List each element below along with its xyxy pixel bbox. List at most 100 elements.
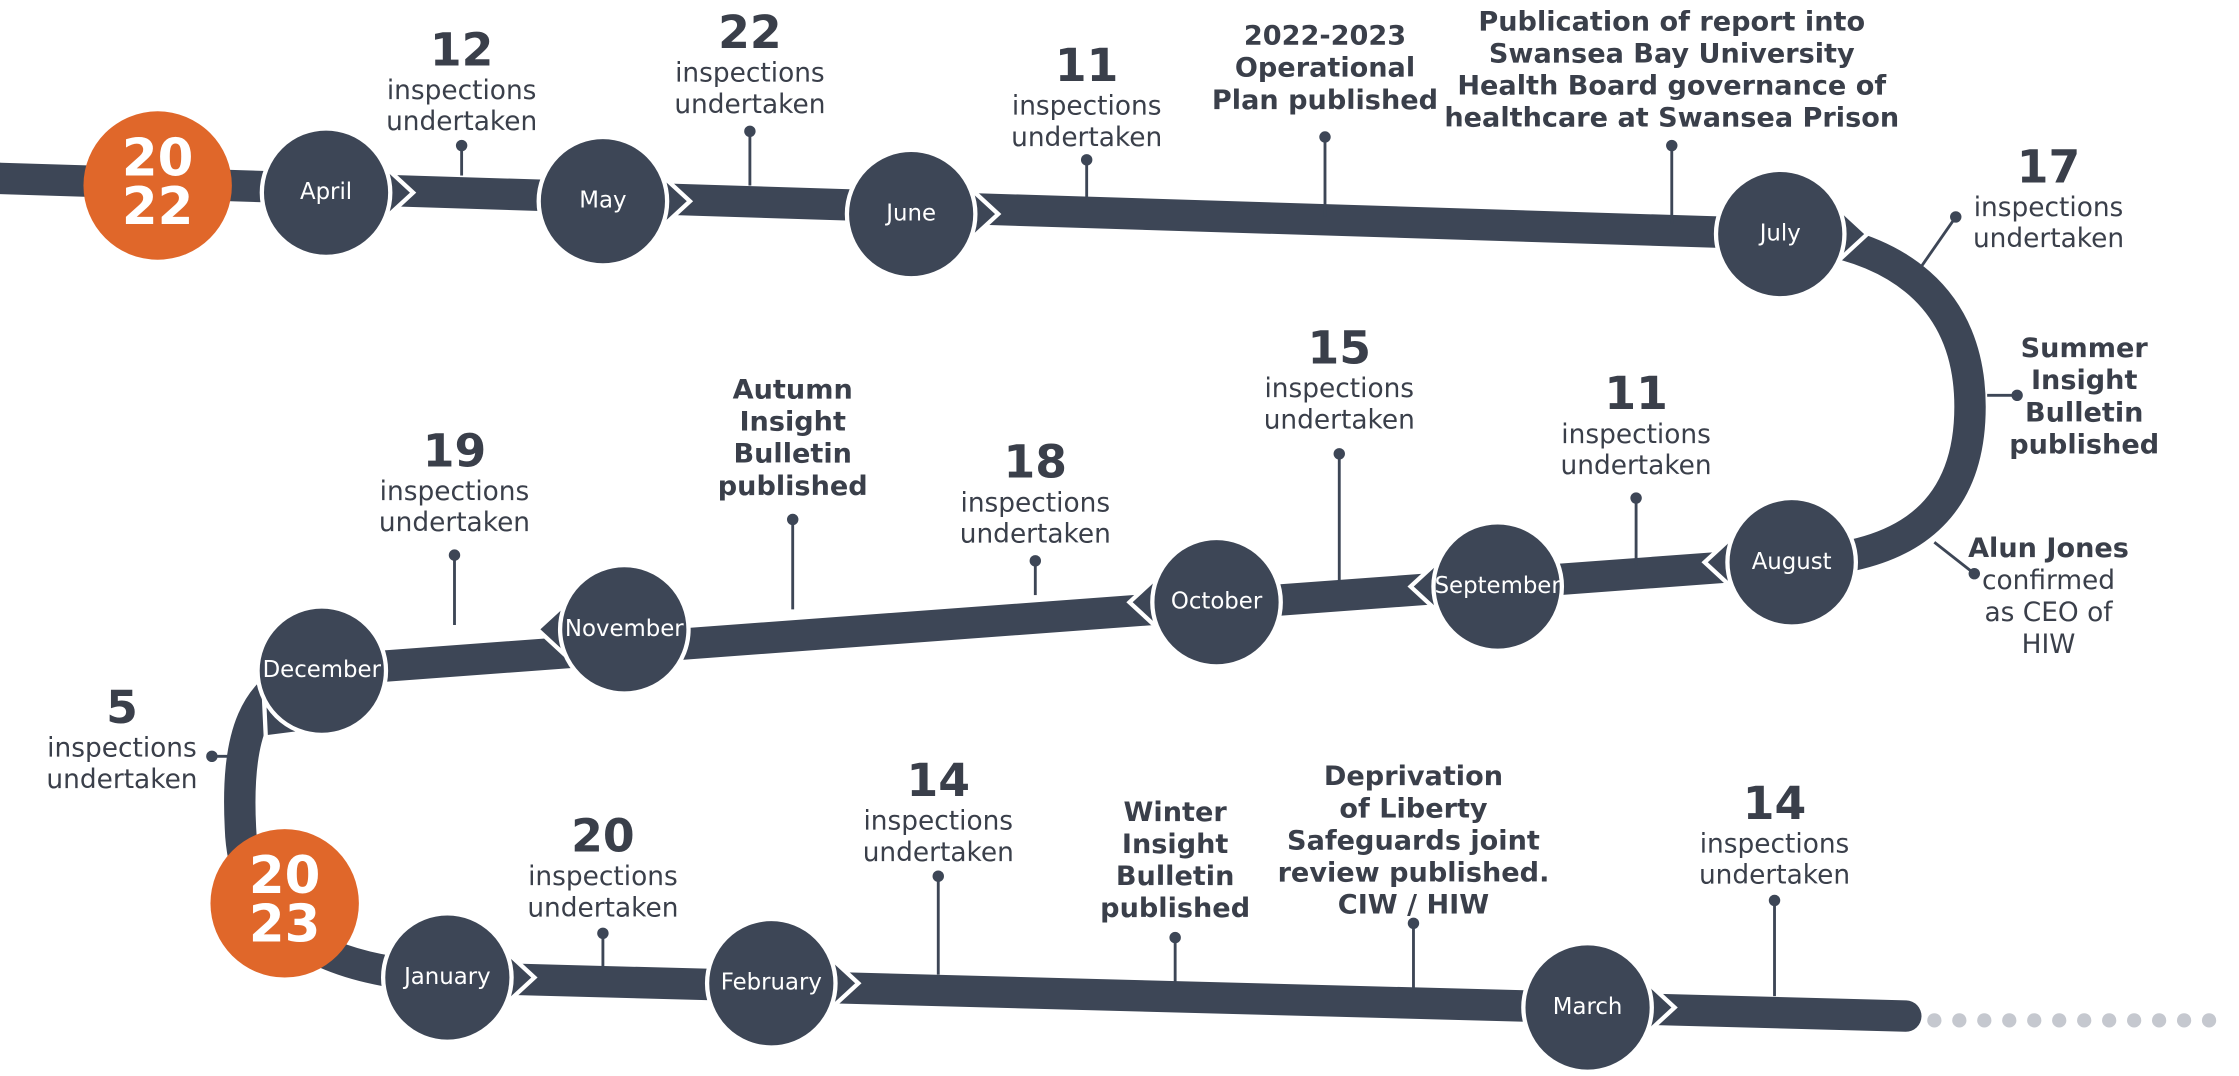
event-text: inspections <box>47 733 197 764</box>
event-text: Safeguards joint <box>1287 825 1540 856</box>
connector-dot <box>448 549 461 561</box>
event-text: undertaken <box>1973 223 2124 254</box>
month-label: August <box>1752 549 1832 575</box>
month-node <box>259 126 393 260</box>
event-count: 5 <box>106 681 138 734</box>
event-count: 14 <box>906 754 970 807</box>
event-text: confirmed <box>1982 565 2115 596</box>
month-node <box>1713 167 1847 301</box>
connector-dot <box>1169 931 1181 944</box>
trail-dot <box>2151 1013 2167 1028</box>
event-text: CIW / HIW <box>1338 890 1489 921</box>
event-text: Autumn <box>733 375 853 406</box>
month-node <box>704 916 838 1050</box>
event-text: Bulletin <box>733 439 851 470</box>
connector-dot <box>1319 131 1331 143</box>
connector-dot <box>1968 567 1981 580</box>
event-text: review published. <box>1278 858 1550 889</box>
event-text: inspections <box>387 75 537 106</box>
connector-dot <box>2011 389 2023 402</box>
event-count: 18 <box>1004 436 1068 489</box>
month-node <box>1725 495 1859 629</box>
event-text: Summer <box>2021 333 2149 364</box>
month-label: June <box>884 201 936 227</box>
month-node <box>557 562 691 696</box>
month-label: September <box>1435 573 1562 599</box>
event-count: 11 <box>1055 39 1119 92</box>
event-text: Alun Jones <box>1968 533 2129 564</box>
event-text: Publication of report into <box>1478 6 1865 37</box>
event-text: Deprivation <box>1324 761 1503 792</box>
month-node <box>1150 535 1283 669</box>
connector-dot <box>932 870 944 882</box>
event-text: of Liberty <box>1339 793 1488 824</box>
connector-dot <box>786 513 799 526</box>
trail-dot <box>2201 1013 2217 1028</box>
event-text: undertaken <box>46 764 197 795</box>
event-text: undertaken <box>386 106 537 137</box>
year-label: 20 <box>122 128 193 188</box>
year-label: 22 <box>122 177 193 237</box>
connector-dot <box>206 750 218 763</box>
event-text: Operational <box>1235 53 1415 84</box>
connector-dot <box>1666 139 1678 152</box>
event-count: 17 <box>2017 140 2081 193</box>
month-label: December <box>263 657 382 683</box>
event-text: published <box>2009 429 2159 460</box>
month-label: March <box>1553 994 1623 1020</box>
event-count: 22 <box>718 6 782 59</box>
event-count: 19 <box>423 424 487 477</box>
event-text: healthcare at Swansea Prison <box>1444 103 1899 134</box>
event-text: inspections <box>675 58 825 89</box>
connector-dot <box>1630 492 1642 504</box>
event-text: Plan published <box>1212 85 1438 116</box>
event-text: undertaken <box>379 507 530 538</box>
event-text: Insight <box>2031 365 2138 396</box>
event-text: inspections <box>1561 419 1711 450</box>
event-text: Health Board governance of <box>1457 71 1887 102</box>
connector-dot <box>744 125 756 137</box>
year-badge <box>83 111 232 260</box>
event-text: undertaken <box>1699 860 1850 891</box>
trail-dot <box>1952 1013 1967 1028</box>
event-text: inspections <box>1700 828 1850 859</box>
event-count: 12 <box>430 23 494 76</box>
event-text: published <box>718 471 868 502</box>
month-label: May <box>579 188 626 214</box>
trail-dot <box>1927 1013 1942 1028</box>
event-count: 14 <box>1743 777 1807 830</box>
event-text: 2022-2023 <box>1244 21 1406 52</box>
trail-dot <box>2027 1013 2042 1028</box>
event-text: Insight <box>739 407 846 438</box>
month-label: November <box>565 616 684 642</box>
connector-dot <box>1333 448 1345 460</box>
year-label: 20 <box>249 846 320 906</box>
month-label: July <box>1758 221 1801 247</box>
event-text: inspections <box>960 487 1110 518</box>
trail-dot <box>2127 1013 2142 1028</box>
event-text: inspections <box>528 861 678 892</box>
month-node <box>844 147 978 281</box>
event-text: Bulletin <box>2025 397 2143 428</box>
event-text: Winter <box>1124 797 1228 828</box>
event-text: undertaken <box>863 837 1014 868</box>
month-label: January <box>402 964 491 990</box>
month-label: April <box>300 179 352 205</box>
event-count: 20 <box>571 810 635 863</box>
month-node <box>1431 520 1565 653</box>
event-count: 11 <box>1604 367 1668 420</box>
month-node <box>1521 941 1654 1074</box>
event-text: inspections <box>1264 373 1414 404</box>
event-text: Insight <box>1122 829 1229 860</box>
trail-dot <box>2077 1013 2092 1028</box>
event-text: undertaken <box>1264 404 1415 435</box>
year-badge <box>210 829 359 978</box>
event-text: Swansea Bay University <box>1489 38 1855 69</box>
month-label: October <box>1171 589 1263 615</box>
month-node <box>536 134 670 268</box>
event-text: inspections <box>1012 91 1162 122</box>
event-text: HIW <box>2022 629 2076 660</box>
event-text: undertaken <box>674 89 825 120</box>
trail-dot <box>1977 1013 1992 1028</box>
